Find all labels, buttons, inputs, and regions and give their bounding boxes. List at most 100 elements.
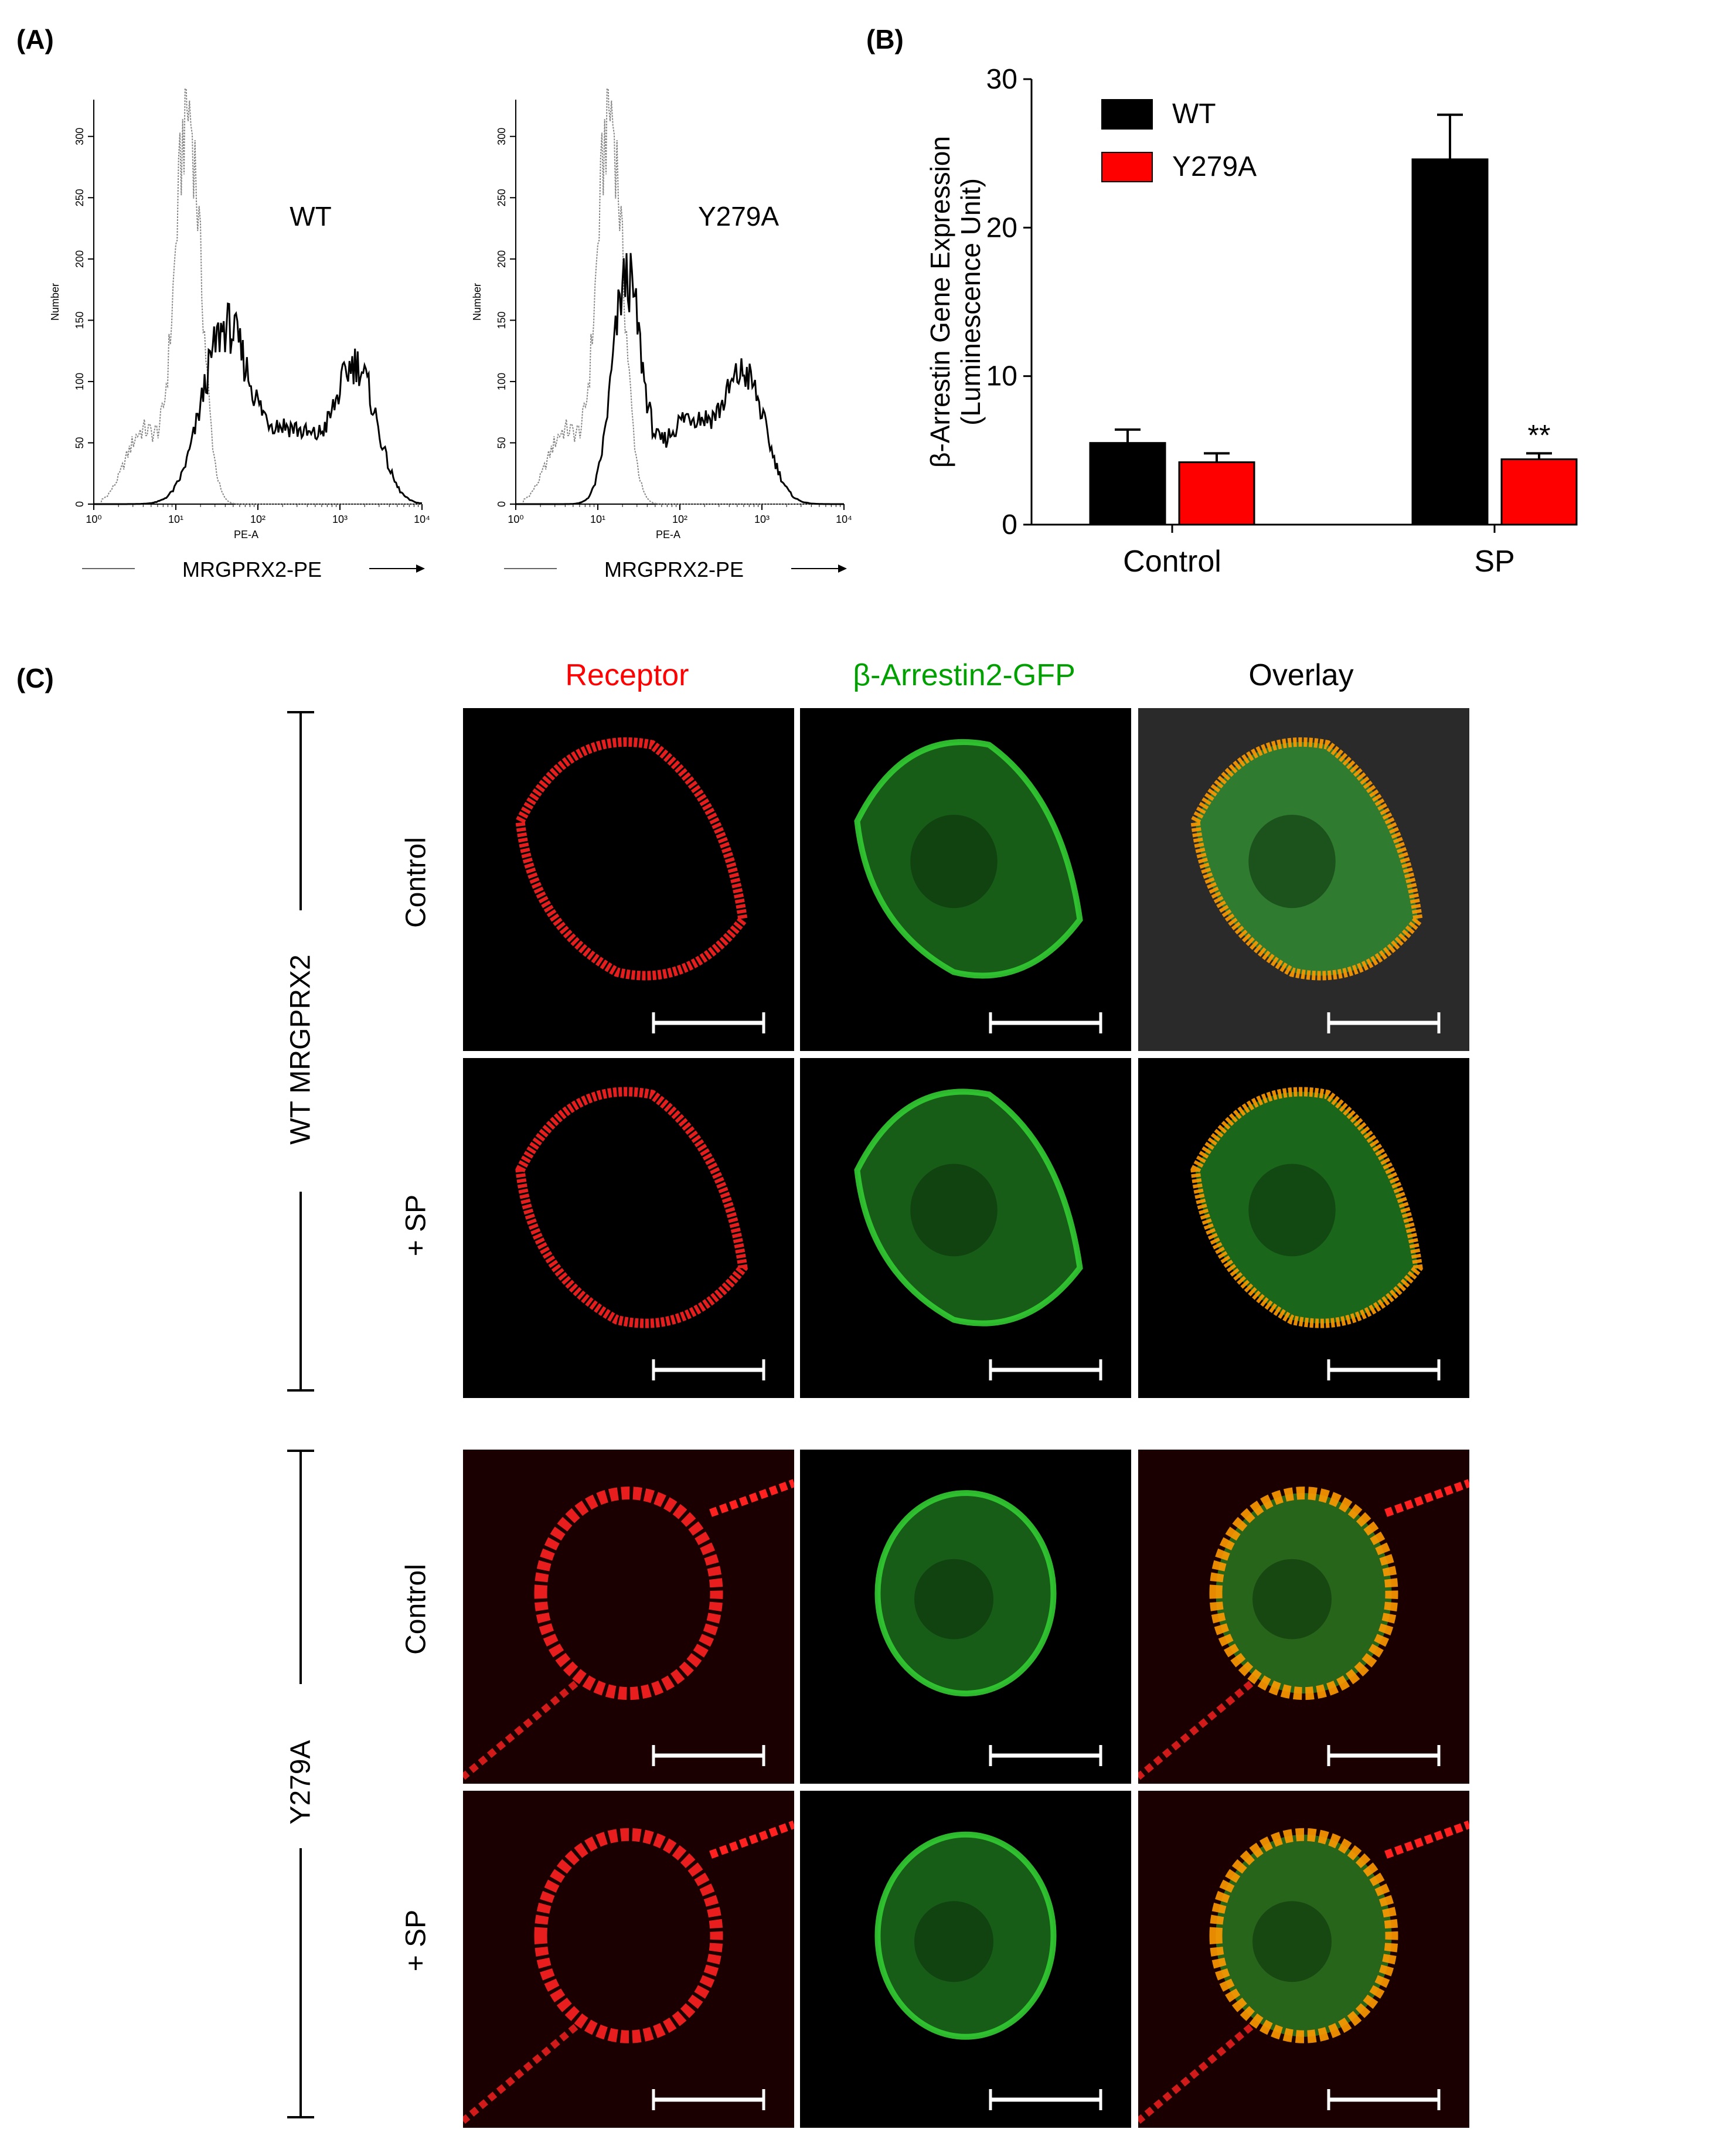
membrane [1190, 737, 1423, 981]
bar-chart: 0 10 20 30 β-Arrestin Gene Expression (Lumine… [925, 64, 1578, 579]
micrograph-y279a-sp-arrestin [800, 1791, 1131, 2128]
micrograph-wt-control-arrestin [800, 708, 1131, 1051]
y-tick-label: 150 [74, 311, 86, 329]
stained-curve [94, 302, 423, 505]
x-tick-label: 10³ [332, 513, 348, 525]
legend-swatch-y279a [1101, 152, 1153, 182]
bar-y279a-sp [1500, 458, 1578, 526]
panel-label-a: (A) [16, 24, 54, 55]
nucleus [910, 1164, 998, 1257]
y-tick-label: 50 [496, 437, 508, 448]
x-axis-title: PE-A [656, 529, 680, 540]
stained-curve [516, 253, 844, 505]
y-tick-label: 100 [74, 373, 86, 390]
y-axis-title: Number [49, 283, 61, 321]
isotype-curve [94, 88, 422, 505]
caption-arrow-head [838, 564, 847, 573]
membrane [1209, 1828, 1398, 2043]
x-tick-label-control: Control [1123, 545, 1221, 579]
x-tick-label: 10¹ [590, 513, 605, 525]
legend-swatch-wt [1101, 99, 1153, 130]
isotype-curve [516, 88, 844, 505]
micrograph-wt-control-receptor [463, 708, 794, 1051]
row-label-y-control: Control [400, 1564, 432, 1655]
x-tick-label: 10⁰ [508, 513, 523, 525]
membrane [874, 1831, 1057, 2040]
group-label-wt: WT MRGPRX2 [285, 954, 316, 1145]
col-header-overlay: Overlay [1248, 658, 1354, 692]
bar-wt-control [1089, 442, 1166, 526]
membrane [874, 1490, 1057, 1697]
bar-y279a-control [1178, 461, 1255, 526]
nucleus [914, 1559, 993, 1640]
process-right [1384, 1820, 1469, 1859]
y-tick-label: 10 [986, 361, 1017, 392]
micrograph-wt-sp-receptor [463, 1058, 794, 1398]
y-tick-label: 50 [74, 437, 86, 448]
x-tick-label: 10⁴ [836, 513, 852, 525]
process-right [709, 1820, 794, 1859]
membrane [854, 1089, 1083, 1327]
bar-wt-sp [1411, 158, 1489, 526]
caption-arrow-head [416, 564, 425, 573]
membrane [1190, 1087, 1423, 1328]
process-right [709, 1479, 794, 1517]
micrograph-y279a-sp-receptor [463, 1791, 794, 2128]
y-tick-label: 30 [986, 64, 1017, 95]
micrograph-y279a-control-overlay [1138, 1450, 1469, 1784]
membrane [1209, 1487, 1398, 1700]
y-tick-label: 300 [496, 128, 508, 145]
y-tick-label: 150 [496, 311, 508, 329]
nucleus [1252, 1559, 1332, 1640]
process-left [1138, 1681, 1254, 1780]
panel-label-b: (B) [866, 24, 904, 55]
process-left [463, 1681, 578, 1780]
legend-label-y279a: Y279A [1172, 151, 1257, 182]
y-tick-label: 250 [74, 189, 86, 206]
x-tick-label: 10² [672, 513, 687, 525]
y-tick-label: 200 [74, 250, 86, 268]
histogram-y279a: 0 50 100 150 200 250 300 10⁰ 10¹ 10² 10³ 10⁴ Number P… [471, 88, 852, 581]
membrane [534, 1828, 723, 2043]
nucleus [1248, 1164, 1336, 1257]
y-tick-label: 250 [496, 189, 508, 206]
x-axis-title: PE-A [234, 529, 258, 540]
x-tick-label-sp: SP [1474, 545, 1514, 579]
label-wt: WT [290, 201, 332, 232]
membrane [534, 1487, 723, 1700]
x-tick-label: 10² [250, 513, 265, 525]
col-header-arrestin: β-Arrestin2-GFP [853, 658, 1075, 692]
x-tick-label: 10⁴ [414, 513, 430, 525]
micrograph-y279a-control-arrestin [800, 1450, 1131, 1784]
y-tick-label: 0 [1002, 509, 1017, 540]
histogram-wt: 0 50 100 150 200 250 300 10⁰ 10¹ 10² 10³ 10⁴ Number P… [49, 88, 430, 581]
x-tick-label: 10¹ [168, 513, 183, 525]
y-axis-label-line1: β-Arrestin Gene Expression [925, 136, 955, 468]
nucleus [1252, 1901, 1332, 1982]
caption-text: MRGPRX2-PE [604, 557, 744, 581]
flow-histograms: 0 50 100 150 200 250 300 10⁰ 10¹ 10² 10³ 10⁴ Number P… [49, 88, 852, 581]
panel-label-c: (C) [16, 663, 54, 693]
process-right [1384, 1479, 1469, 1517]
row-label-wt-sp: + SP [400, 1194, 432, 1257]
process-left [1138, 2023, 1254, 2124]
y-axis-title: Number [471, 283, 483, 321]
micrograph-wt-sp-arrestin [800, 1058, 1131, 1398]
group-label-y279a: Y279A [285, 1740, 316, 1825]
nucleus [910, 814, 998, 909]
y-axis-label-line2: (Luminescence Unit) [955, 178, 986, 426]
row-label-y-sp: + SP [400, 1909, 432, 1972]
micrograph-y279a-sp-overlay [1138, 1791, 1469, 2128]
nucleus [1248, 814, 1336, 909]
x-tick-label: 10³ [754, 513, 770, 525]
micrograph-y279a-control-receptor [463, 1450, 794, 1784]
col-header-receptor: Receptor [565, 658, 689, 692]
label-y279a: Y279A [698, 201, 779, 232]
micrograph-wt-control-overlay [1138, 708, 1469, 1051]
x-tick-label: 10⁰ [86, 513, 101, 525]
row-label-wt-control: Control [400, 837, 432, 928]
y-tick-label: 0 [74, 501, 86, 507]
membrane [515, 1087, 748, 1328]
y-tick-label: 300 [74, 128, 86, 145]
legend-label-wt: WT [1172, 98, 1216, 130]
